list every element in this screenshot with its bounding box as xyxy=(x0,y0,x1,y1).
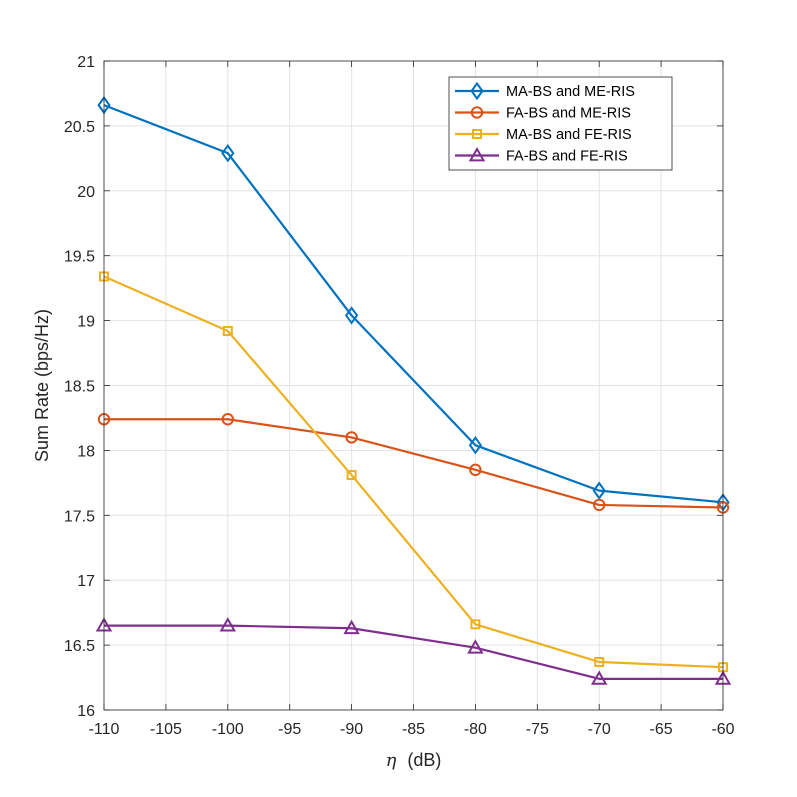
y-tick-label: 18 xyxy=(77,443,95,460)
y-tick-label: 17 xyxy=(77,573,95,590)
y-tick-label: 19.5 xyxy=(64,249,95,266)
legend-entry: MA-BS and FE-RIS xyxy=(455,127,632,143)
y-tick-label: 16 xyxy=(77,703,95,720)
series-line xyxy=(104,418,724,509)
legend-label: FA-BS and ME-RIS xyxy=(506,106,631,122)
data-point xyxy=(593,498,606,512)
legend-marker xyxy=(470,106,484,119)
data-point xyxy=(222,325,233,336)
y-tick-label: 16.5 xyxy=(64,638,95,655)
x-tick-label: -100 xyxy=(212,721,244,738)
legend-marker xyxy=(468,146,486,162)
legend-label: MA-BS and FE-RIS xyxy=(506,127,632,143)
legend-label: MA-BS and ME-RIS xyxy=(506,84,635,100)
x-axis-label: η (dB) xyxy=(386,750,442,771)
series-layer xyxy=(95,95,732,685)
x-tick-label: -60 xyxy=(711,721,734,738)
data-point xyxy=(592,481,606,500)
data-point xyxy=(219,617,237,632)
legend-entry: FA-BS and ME-RIS xyxy=(455,106,631,122)
x-axis-label-unit: (dB) xyxy=(407,750,441,770)
data-point xyxy=(468,435,483,455)
legend: MA-BS and ME-RIS FA-BS and ME-RIS MA-BS an… xyxy=(448,76,673,171)
data-point xyxy=(590,670,608,685)
data-point xyxy=(467,639,484,654)
axis-ticks: -110 -105 -100 -95 -90 -85 -80 -75 -70 -65 -60 16 16… xyxy=(64,54,735,738)
data-point xyxy=(470,619,481,630)
x-axis-label-symbol: η xyxy=(386,750,397,771)
data-point xyxy=(221,413,235,426)
y-tick-label: 19 xyxy=(77,314,95,331)
x-tick-label: -95 xyxy=(278,721,301,738)
series-line xyxy=(104,624,723,680)
y-tick-label: 17.5 xyxy=(64,508,95,525)
y-tick-label: 21 xyxy=(77,54,95,71)
data-point xyxy=(469,463,482,477)
x-tick-label: -70 xyxy=(588,721,611,738)
data-point xyxy=(346,470,357,481)
y-tick-label: 20.5 xyxy=(64,119,95,136)
y-tick-label: 18.5 xyxy=(64,379,95,396)
x-tick-label: -75 xyxy=(526,721,549,738)
x-tick-label: -90 xyxy=(340,721,363,738)
data-point xyxy=(345,431,358,444)
y-axis-label: Sum Rate (bps/Hz) xyxy=(32,309,52,462)
legend-entry: FA-BS and FE-RIS xyxy=(455,146,628,165)
data-point xyxy=(343,619,360,635)
x-tick-label: -110 xyxy=(89,721,120,738)
legend-marker xyxy=(472,129,482,139)
legend-entry: MA-BS and ME-RIS xyxy=(455,81,635,101)
data-point xyxy=(594,656,605,667)
y-tick-label: 20 xyxy=(77,184,95,201)
series-line xyxy=(103,275,724,669)
data-point xyxy=(344,306,359,325)
series-line xyxy=(103,104,724,504)
x-tick-label: -65 xyxy=(650,721,673,738)
x-tick-label: -105 xyxy=(150,721,182,738)
legend-marker xyxy=(470,81,484,101)
x-tick-label: -85 xyxy=(402,721,425,738)
x-tick-label: -80 xyxy=(464,721,487,738)
data-point xyxy=(221,143,235,163)
legend-label: FA-BS and FE-RIS xyxy=(506,149,628,165)
